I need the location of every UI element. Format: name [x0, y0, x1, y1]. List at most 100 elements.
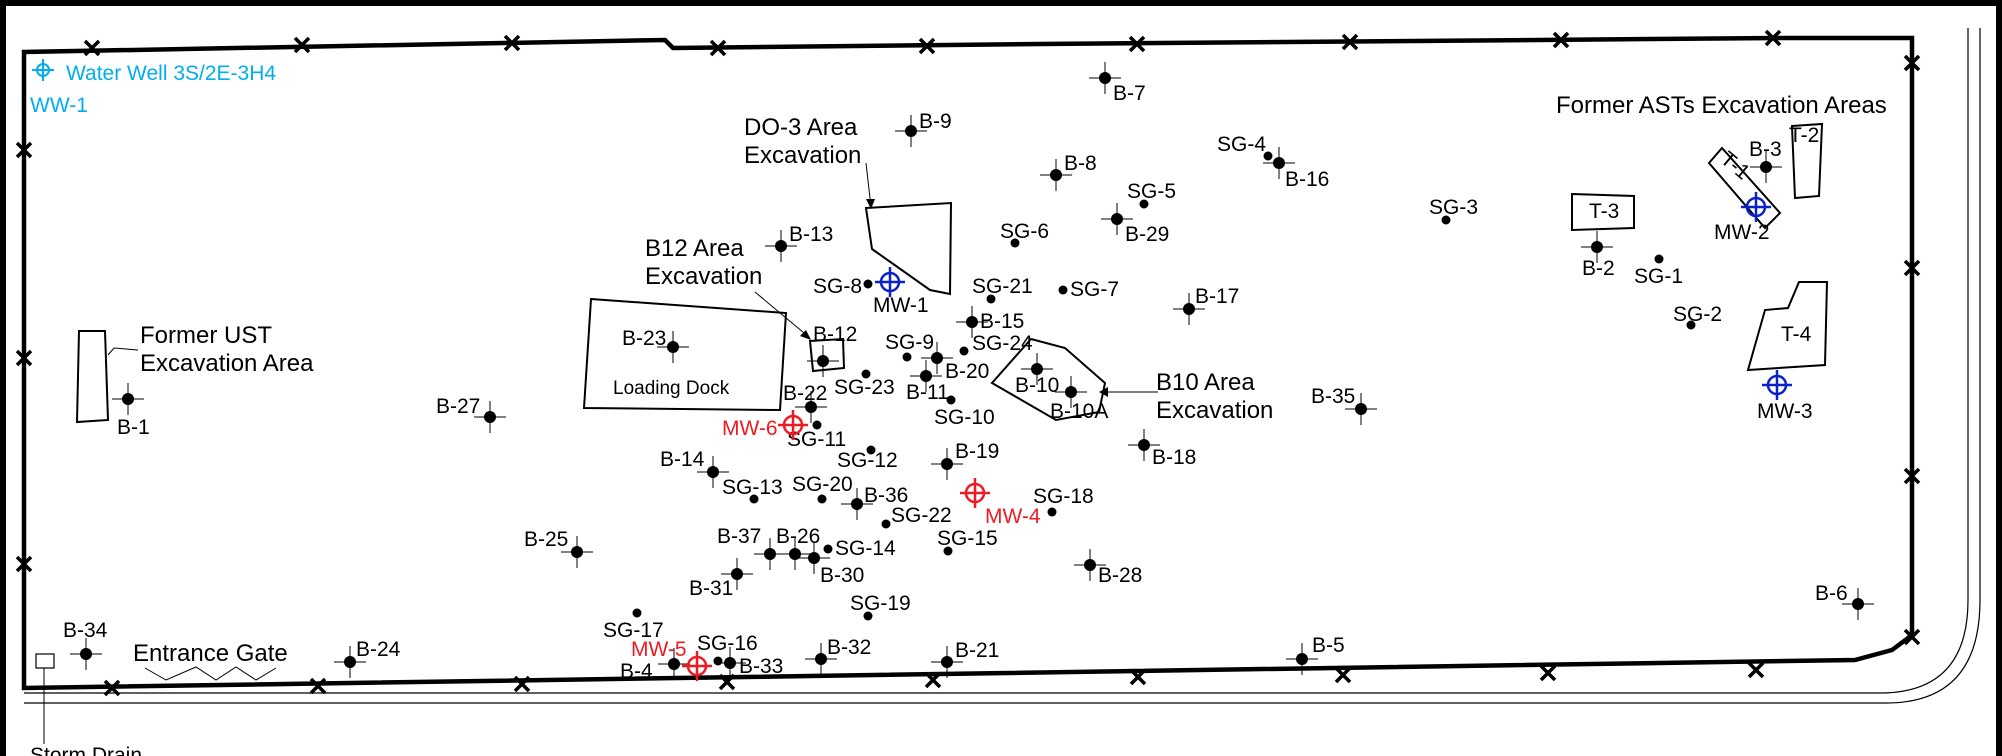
monitoring-well-label-mw4: MW-4	[985, 505, 1041, 528]
boring-label-b10: B-10	[1015, 374, 1059, 397]
soil-gas-label-sg24: SG-24	[972, 332, 1033, 355]
leader-arrowheads	[800, 199, 1108, 397]
boring-label-b25: B-25	[524, 528, 568, 551]
b10-label-line1: B10 Area	[1156, 369, 1255, 396]
soil-gas-label-sg23: SG-23	[834, 376, 895, 399]
boring-label-b30: B-30	[820, 564, 864, 587]
boring-label-b26: B-26	[776, 525, 820, 548]
soil-gas-sg22[interactable]	[881, 519, 891, 529]
b12-label-line1: B12 Area	[645, 235, 744, 262]
boring-label-b29: B-29	[1125, 223, 1169, 246]
boring-label-b5: B-5	[1312, 634, 1345, 657]
boring-label-b13: B-13	[789, 223, 833, 246]
soil-gas-sg7[interactable]	[1058, 285, 1068, 295]
boring-label-b17: B-17	[1195, 285, 1239, 308]
soil-gas-sg1[interactable]	[1654, 254, 1664, 264]
soil-gas-sg18[interactable]	[1047, 507, 1057, 517]
boring-label-b2: B-2	[1582, 257, 1615, 280]
boring-label-b12: B-12	[813, 323, 857, 346]
boring-label-b14: B-14	[660, 448, 705, 471]
boring-label-b16: B-16	[1285, 168, 1329, 191]
soil-gas-label-sg13: SG-13	[722, 476, 783, 499]
loading-dock-outline	[582, 297, 788, 412]
boring-b1[interactable]	[111, 382, 145, 416]
tank-t2-outline	[1790, 122, 1824, 200]
boring-label-b18: B-18	[1152, 446, 1196, 469]
soil-gas-label-sg20: SG-20	[792, 473, 853, 496]
soil-gas-label-sg3: SG-3	[1429, 196, 1478, 219]
monitoring-well-label-mw2: MW-2	[1714, 221, 1770, 244]
monitoring-well-mw4[interactable]	[958, 476, 992, 510]
water-well-id: WW-1	[30, 94, 88, 117]
boring-label-b27: B-27	[436, 395, 480, 418]
ust-label-line1: Former UST	[140, 322, 272, 349]
soil-gas-label-sg1: SG-1	[1634, 265, 1683, 288]
soil-gas-sg10[interactable]	[946, 395, 956, 405]
tank-t3-label: T-3	[1589, 200, 1619, 223]
water-well-name: Water Well 3S/2E-3H4	[66, 62, 276, 85]
soil-gas-label-sg8: SG-8	[813, 275, 862, 298]
entrance-gate-label: Entrance Gate	[133, 640, 288, 667]
soil-gas-label-sg15: SG-15	[937, 527, 998, 550]
boring-label-b22: B-22	[783, 382, 827, 405]
former-asts-label: Former ASTs Excavation Areas	[1556, 92, 1887, 119]
boring-label-b10a: B-10A	[1050, 400, 1108, 423]
do3-excavation-outline	[864, 201, 953, 296]
do3-label-line1: DO-3 Area	[744, 114, 858, 141]
monitoring-well-mw1[interactable]	[873, 265, 907, 299]
soil-gas-label-sg17: SG-17	[603, 619, 664, 642]
boring-b34[interactable]	[69, 637, 103, 671]
soil-gas-label-sg19: SG-19	[850, 592, 911, 615]
boring-label-b7: B-7	[1113, 82, 1146, 105]
monitoring-wells	[680, 190, 1794, 683]
do3-label-line2: Excavation	[744, 142, 861, 169]
tank-t4-label: T-4	[1781, 323, 1812, 346]
soil-gas-sg24[interactable]	[959, 346, 969, 356]
storm-drain-symbol	[35, 653, 55, 669]
boring-labels: B-1 B-2 B-3 B-4 B-5 B-6 B-7 B-8 B-9 B-10…	[63, 82, 1848, 683]
boring-label-b34: B-34	[63, 619, 108, 642]
soil-gas-label-sg6: SG-6	[1000, 220, 1049, 243]
soil-gas-sg17[interactable]	[632, 608, 642, 618]
soil-gas-label-sg21: SG-21	[972, 275, 1033, 298]
soil-gas-label-sg10: SG-10	[934, 406, 995, 429]
monitoring-well-label-mw6: MW-6	[722, 417, 778, 440]
ust-excavation-outline	[75, 330, 110, 424]
monitoring-well-label-mw5: MW-5	[631, 638, 687, 661]
tank-t2-label: T-2	[1789, 124, 1819, 147]
monitoring-well-mw3[interactable]	[1760, 368, 1794, 402]
boring-label-b4: B-4	[620, 660, 653, 683]
boring-label-b3: B-3	[1749, 138, 1782, 161]
soil-gas-label-sg16: SG-16	[697, 632, 758, 655]
monitoring-well-labels: MW-1 MW-2 MW-3 MW-4 MW-5 MW-6	[631, 221, 1813, 661]
boring-label-b8: B-8	[1064, 152, 1097, 175]
soil-gas-sg8[interactable]	[863, 279, 873, 289]
leader-lines	[107, 162, 1158, 681]
boring-label-b9: B-9	[919, 110, 952, 133]
boring-label-b1: B-1	[117, 416, 150, 439]
boring-label-b15: B-15	[980, 310, 1024, 333]
soil-gas-label-sg22: SG-22	[891, 504, 952, 527]
soil-gas-sg14[interactable]	[823, 544, 833, 554]
boring-label-b31: B-31	[689, 577, 733, 600]
b10-excavation-outline	[990, 337, 1107, 422]
soil-gas-sg16[interactable]	[713, 656, 723, 666]
soil-gas-label-sg18: SG-18	[1033, 485, 1094, 508]
boring-label-b11: B-11	[906, 381, 949, 404]
water-well[interactable]	[32, 59, 54, 81]
boring-label-b19: B-19	[955, 440, 999, 463]
loading-dock-label: Loading Dock	[613, 378, 730, 399]
soil-gas-label-sg2: SG-2	[1673, 303, 1722, 326]
tank-t4-outline	[1746, 281, 1829, 372]
soil-gas-label-sg4: SG-4	[1217, 133, 1266, 156]
ust-label-line2: Excavation Area	[140, 350, 314, 377]
monitoring-well-label-mw3: MW-3	[1757, 400, 1813, 423]
soil-gas-label-sg5: SG-5	[1127, 180, 1176, 203]
boring-label-b33: B-33	[739, 655, 783, 678]
boring-label-b37: B-37	[717, 525, 761, 548]
boring-label-b24: B-24	[356, 638, 401, 661]
property-fence	[21, 35, 1915, 691]
road-edge	[24, 28, 1981, 704]
